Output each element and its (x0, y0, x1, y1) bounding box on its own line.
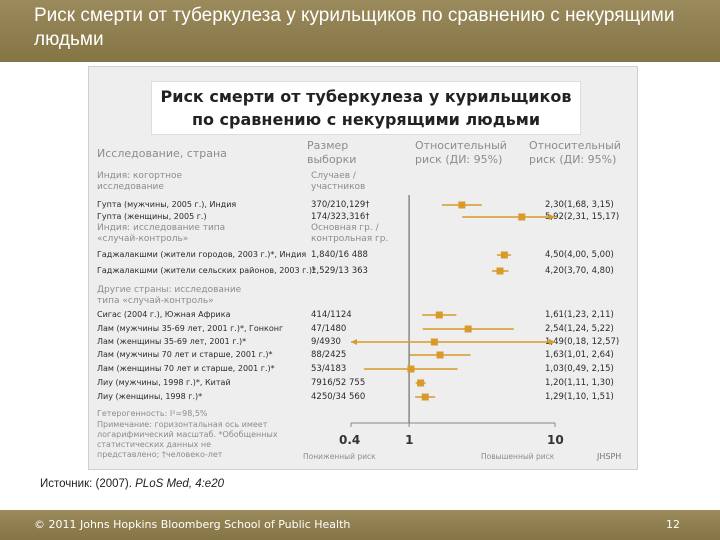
figure-title-box: Риск смерти от туберкулеза у курильщиков… (151, 81, 581, 135)
relative-risk-value: 1,63(1,01, 2,64) (545, 350, 614, 360)
study-label: Гупта (женщины, 2005 г.) (97, 212, 207, 221)
study-label: Лиу (мужчины, 1998 г.)*, Китай (97, 378, 231, 387)
point-estimate-marker (435, 311, 443, 319)
column-header-rr-values-line-2: риск (ДИ: 95%) (529, 153, 617, 166)
relative-risk-value: 1,61(1,23, 2,11) (545, 310, 614, 320)
group-other-countries-line-1: Другие страны: исследование (97, 285, 242, 295)
slide-title: Риск смерти от туберкулеза у курильщиков… (34, 5, 675, 50)
footnote-line-1: Примечание: горизонтальная ось имеет (97, 420, 268, 429)
relative-risk-value: 1,29(1,10, 1,51) (545, 392, 614, 402)
group-india-case-control-n-line-1: Основная гр. / (311, 223, 379, 233)
column-header-rr-values: Относительный риск (ДИ: 95%) (529, 139, 621, 167)
slide-header-bar: Риск смерти от туберкулеза у курильщиков… (0, 0, 720, 62)
sample-size-value: 9/4930 (311, 337, 341, 347)
relative-risk-value: 4,50(4,00, 5,00) (545, 250, 614, 260)
source-prefix: Источник: (2007). (40, 478, 136, 490)
x-tick-label: 10 (547, 433, 564, 447)
column-header-rr-plot: Относительный риск (ДИ: 95%) (415, 139, 507, 167)
study-label: Лам (женщины 35-69 лет, 2001 г.)* (97, 337, 247, 346)
relative-risk-value: 2,54(1,24, 5,22) (545, 324, 614, 334)
x-tick-label: 1 (405, 433, 414, 447)
point-estimate-marker (407, 365, 415, 373)
ci-arrow-left (351, 339, 357, 345)
x-tick-label: 0.4 (339, 433, 361, 447)
column-header-size-line-1: Размер (307, 139, 349, 152)
point-estimate-marker (417, 379, 425, 387)
sample-size-value: 174/323,316† (311, 212, 370, 222)
study-label: Лам (мужчины 70 лет и старше, 2001 г.)* (97, 350, 273, 359)
footer-copyright: © 2011 Johns Hopkins Bloomberg School of… (34, 518, 351, 531)
group-india-case-control-line-1: Индия: исследование типа (97, 223, 226, 233)
sample-size-value: 88/2425 (311, 350, 347, 360)
study-label: Гаджалакшми (жители городов, 2003 г.)*, … (97, 250, 307, 259)
source-journal: PLoS Med, 4:e20 (135, 478, 224, 490)
point-estimate-marker (500, 251, 508, 259)
study-label: Лам (мужчины 35-69 лет, 2001 г.)*, Гонко… (97, 324, 284, 333)
sample-size-value: 1,840/16 488 (311, 250, 368, 260)
sample-size-value: 53/4183 (311, 364, 347, 374)
relative-risk-value: 2,30(1,68, 3,15) (545, 200, 614, 210)
study-label: Лиу (женщины, 1998 г.)* (97, 392, 203, 401)
study-label: Гаджалакшми (жители сельских районов, 20… (97, 266, 316, 275)
relative-risk-value: 1,20(1,11, 1,30) (545, 378, 614, 388)
slide-footer-bar: © 2011 Johns Hopkins Bloomberg School of… (0, 510, 720, 540)
footnote-line-3: статистических данных не (97, 440, 212, 449)
figure-title-line-2: по сравнению с некурящими людьми (191, 110, 541, 129)
jhsph-logo: JHSPH (597, 452, 622, 461)
relative-risk-value: 4,20(3,70, 4,80) (545, 266, 614, 276)
column-header-size: Размер выборки (307, 139, 356, 167)
study-label: Гупта (мужчины, 2005 г.), Индия (97, 200, 237, 209)
column-header-rr-plot-line-2: риск (ДИ: 95%) (415, 153, 503, 166)
group-india-case-control-heading: Индия: исследование типа «случай-контрол… (97, 223, 225, 245)
column-header-rr-values-line-1: Относительный (529, 139, 621, 152)
source-citation: Источник: (2007). PLoS Med, 4:e20 (40, 478, 224, 490)
sample-size-value: 47/1480 (311, 324, 347, 334)
group-india-case-control-n-line-2: контрольная гр. (311, 234, 389, 244)
sample-size-value: 1,529/13 363 (311, 266, 368, 276)
column-header-study: Исследование, страна (97, 147, 227, 160)
page-number: 12 (666, 518, 680, 531)
group-india-case-control-n-heading: Основная гр. / контрольная гр. (311, 223, 388, 245)
relative-risk-value: 5,92(2,31, 15,17) (545, 212, 620, 222)
footnote: Примечание: горизонтальная ось имеет лог… (97, 420, 278, 460)
heterogeneity-note: Гетерогенность: I²=98,5% (97, 409, 208, 418)
point-estimate-marker (464, 325, 472, 333)
relative-risk-value: 1,03(0,49, 2,15) (545, 364, 614, 374)
group-india-cohort-n-line-2: участников (311, 182, 366, 192)
forest-plot-svg (350, 195, 556, 427)
relative-risk-value: 1,49(0,18, 12,57) (545, 337, 620, 347)
sample-size-value: 414/1124 (311, 310, 352, 320)
group-india-case-control-line-2: «случай-контроль» (97, 234, 189, 244)
column-header-size-line-2: выборки (307, 153, 357, 166)
point-estimate-marker (421, 393, 429, 401)
axis-caption-decreased-risk: Пониженный риск (303, 452, 376, 461)
footnote-line-4: представлено; †человеко-лет (97, 450, 223, 459)
footnote-line-2: логарифмический масштаб. *Обобщенных (97, 430, 278, 439)
point-estimate-marker (458, 201, 466, 209)
study-label: Сигас (2004 г.), Южная Африка (97, 310, 231, 319)
point-estimate-marker (436, 351, 444, 359)
point-estimate-marker (496, 267, 504, 275)
study-label: Лам (женщины 70 лет и старше, 2001 г.)* (97, 364, 275, 373)
point-estimate-marker (518, 213, 526, 221)
point-estimate-marker (430, 338, 438, 346)
group-india-cohort-heading: Индия: когортное исследование (97, 171, 182, 193)
sample-size-value: 4250/34 560 (311, 392, 366, 402)
axis-caption-increased-risk: Повышенный риск (481, 452, 555, 461)
group-india-cohort-n-line-1: Случаев / (311, 171, 356, 181)
column-header-rr-plot-line-1: Относительный (415, 139, 507, 152)
figure-title-line-1: Риск смерти от туберкулеза у курильщиков (160, 87, 572, 106)
group-other-countries-heading: Другие страны: исследование типа «случай… (97, 285, 241, 307)
group-other-countries-line-2: типа «случай-контроль» (97, 296, 214, 306)
ci-arrow-right (549, 339, 555, 345)
ci-arrow-right (549, 214, 555, 220)
sample-size-value: 370/210,129† (311, 200, 370, 210)
group-india-cohort-n-heading: Случаев / участников (311, 171, 365, 193)
group-india-cohort-line-1: Индия: когортное (97, 171, 183, 181)
sample-size-value: 7916/52 755 (311, 378, 366, 388)
forest-plot-figure: Риск смерти от туберкулеза у курильщиков… (88, 66, 638, 470)
group-india-cohort-line-2: исследование (97, 182, 164, 192)
